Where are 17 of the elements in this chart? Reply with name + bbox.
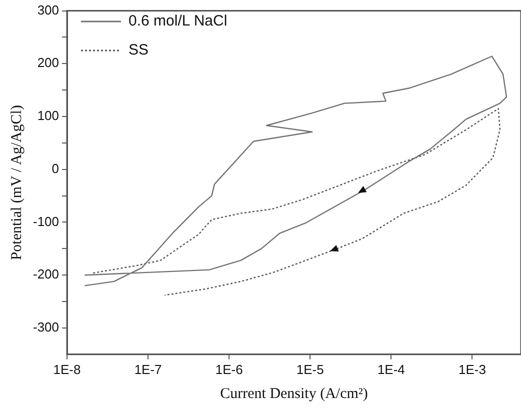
- y-tick-label: -100: [32, 214, 60, 229]
- x-tick-label: 1E-4: [377, 362, 405, 377]
- y-tick-label: 100: [37, 108, 60, 124]
- x-tick-label: 1E-3: [458, 362, 486, 377]
- y-axis-title: Potential (mV / Ag/AgCl): [8, 105, 25, 260]
- x-tick-label: 1E-8: [53, 362, 81, 377]
- y-tick-label: 0: [52, 160, 60, 176]
- y-tick-label: -300: [32, 320, 60, 335]
- x-tick-label: 1E-7: [134, 362, 162, 377]
- legend-label: 0.6 mol/L NaCl: [128, 12, 228, 30]
- x-axis-title: Current Density (A/cm²): [220, 386, 368, 402]
- x-tick-label: 1E-6: [215, 362, 243, 377]
- legend-label: SS: [128, 42, 149, 59]
- x-tick-label: 1E-5: [296, 362, 324, 377]
- y-tick-label: -200: [32, 266, 60, 282]
- y-tick-label: 200: [37, 55, 60, 70]
- y-tick-label: 300: [37, 2, 60, 18]
